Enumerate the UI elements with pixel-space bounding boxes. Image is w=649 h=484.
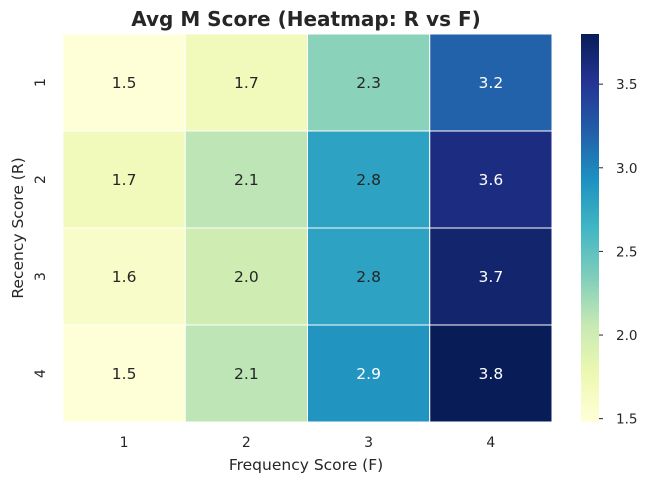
heatmap-cell-r4-f2 (184, 324, 308, 423)
cell-value-label: 2.1 (234, 171, 259, 189)
cell-value-label: 2.3 (356, 74, 381, 92)
colorbar-tick-label: 2.0 (616, 328, 637, 344)
cell-value-label: 1.6 (112, 268, 137, 286)
cell-value-label: 1.7 (112, 171, 137, 189)
heatmap-cell-r1-f3 (307, 33, 431, 132)
x-tick-label: 4 (486, 435, 495, 451)
chart-title: Avg M Score (Heatmap: R vs F) (131, 7, 481, 31)
cell-value-label: 3.8 (479, 365, 504, 383)
y-axis-ticks: 1 2 3 4 (33, 78, 49, 378)
heatmap-cell-r4-f3 (307, 324, 431, 423)
cell-value-label: 2.1 (234, 365, 259, 383)
heatmap-cell-r2-f2 (184, 130, 308, 229)
heatmap-cell-r3-f4 (429, 227, 553, 326)
x-tick-label: 2 (242, 435, 251, 451)
y-tick-label: 3 (33, 272, 49, 281)
y-tick-label: 2 (33, 175, 49, 184)
cell-value-label: 2.9 (356, 365, 381, 383)
x-axis-label: Frequency Score (F) (229, 456, 383, 474)
cell-value-label: 3.2 (479, 74, 504, 92)
y-tick-label: 4 (33, 369, 49, 378)
x-axis-ticks: 1 2 3 4 (120, 435, 496, 451)
colorbar (581, 34, 599, 422)
cell-value-label: 1.5 (112, 365, 137, 383)
heatmap-cell-r2-f1 (62, 130, 186, 229)
colorbar-tick-label: 3.5 (616, 77, 637, 93)
heatmap-cell-r3-f2 (184, 227, 308, 326)
colorbar-tick-label: 3.0 (616, 161, 637, 177)
heatmap-cells (62, 33, 553, 423)
y-axis-label: Recency Score (R) (9, 157, 27, 298)
x-tick-label: 1 (120, 435, 129, 451)
cell-value-label: 1.5 (112, 74, 137, 92)
cell-value-label: 3.6 (479, 171, 504, 189)
colorbar-ticks: 1.5 2.0 2.5 3.0 3.5 (599, 77, 637, 428)
heatmap-cell-r1-f4 (429, 33, 553, 132)
heatmap-cell-r1-f2 (184, 33, 308, 132)
cell-value-label: 3.7 (479, 268, 504, 286)
heatmap-cell-r1-f1 (62, 33, 186, 132)
cell-value-label: 2.8 (356, 268, 381, 286)
heatmap-value-labels: 1.5 1.7 2.3 3.2 1.7 2.1 2.8 3.6 1.6 2.0 2.8 3.7 1.5 2… (112, 74, 503, 383)
heatmap-cell-r4-f1 (62, 324, 186, 423)
y-tick-label: 1 (33, 78, 49, 87)
x-tick-label: 3 (364, 435, 373, 451)
colorbar-tick-label: 1.5 (616, 412, 637, 428)
cell-value-label: 2.8 (356, 171, 381, 189)
colorbar-tick-label: 2.5 (616, 244, 637, 260)
cell-value-label: 2.0 (234, 268, 259, 286)
cell-value-label: 1.7 (234, 74, 259, 92)
heatmap-cell-r2-f4 (429, 130, 553, 229)
heatmap-cell-r4-f4 (429, 324, 553, 423)
